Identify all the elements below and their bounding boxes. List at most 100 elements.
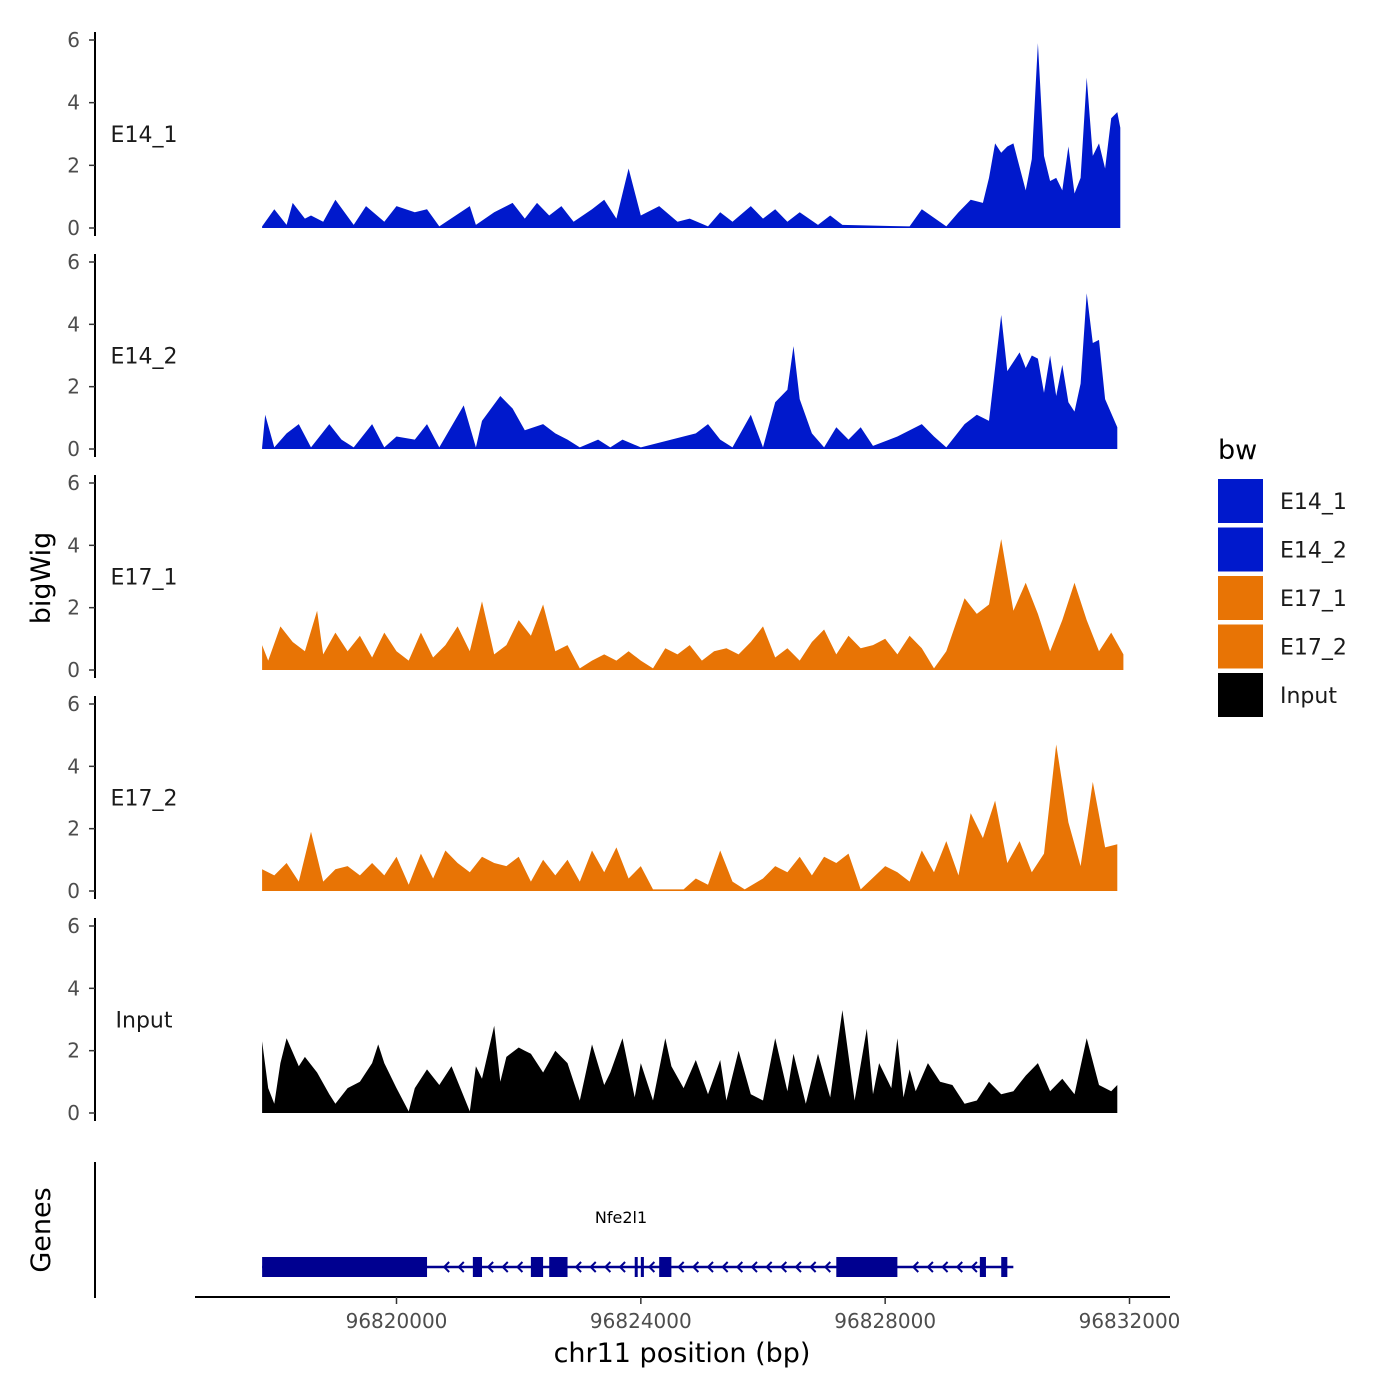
x-axis: chr11 position (bp) 96820000 96824000 9682…	[195, 1296, 1181, 1369]
legend-label: E17_1	[1280, 587, 1347, 612]
gene-exon	[530, 1257, 544, 1277]
strand-arrow	[457, 1261, 465, 1273]
gene-track-title: Genes	[26, 1187, 57, 1272]
strand-arrow	[501, 1261, 509, 1273]
strand-arrow	[618, 1261, 626, 1273]
signal-area-e14-2	[262, 293, 1118, 449]
signal-area-input	[262, 1010, 1118, 1113]
legend-swatch	[1218, 576, 1263, 620]
y-tick-label: 0	[67, 658, 80, 682]
strand-arrow	[779, 1261, 788, 1273]
gene-exon	[472, 1257, 483, 1277]
signal-area-e17-1	[262, 539, 1124, 670]
y-tick-label: 6	[67, 914, 80, 938]
gene-model	[262, 1257, 1014, 1277]
track-label: E17_1	[111, 566, 178, 591]
strand-arrow	[721, 1261, 729, 1273]
track-e14-2: 0 2 4 6 E14_2	[67, 250, 1118, 461]
track-label: E17_2	[111, 787, 178, 812]
strand-arrow	[574, 1261, 582, 1273]
strand-arrow	[647, 1261, 656, 1273]
gene-exon	[634, 1257, 638, 1277]
legend-label: E14_2	[1280, 539, 1347, 564]
strand-arrow	[955, 1261, 963, 1273]
y-tick-label: 2	[67, 596, 80, 620]
strand-arrow	[911, 1261, 919, 1273]
y-tick-label: 2	[67, 1039, 80, 1063]
strand-arrow	[442, 1261, 450, 1273]
legend-item-e17-1: E17_1	[1218, 576, 1347, 620]
signal-area-e17-2	[262, 744, 1118, 891]
y-tick-label: 4	[67, 976, 80, 1000]
y-tick-label: 6	[67, 28, 80, 52]
track-label: Input	[116, 1009, 173, 1034]
y-tick-label: 0	[67, 879, 80, 903]
gene-exon	[640, 1257, 644, 1277]
track-e14-1: 0 2 4 6 E14_1	[67, 28, 1121, 240]
gene-name-label: Nfe2l1	[595, 1208, 647, 1227]
y-tick-label: 6	[67, 250, 80, 274]
track-input: 0 2 4 6 Input	[67, 914, 1118, 1125]
y-tick-label: 4	[67, 754, 80, 778]
x-tick-label: 96828000	[834, 1309, 936, 1333]
strand-arrow	[970, 1261, 978, 1273]
x-tick-label: 96832000	[1079, 1309, 1181, 1333]
strand-arrow	[691, 1261, 700, 1273]
gene-exon	[659, 1257, 672, 1277]
strand-arrow	[809, 1261, 817, 1273]
y-tick-label: 4	[67, 533, 80, 557]
track-label: E14_1	[111, 123, 178, 148]
gene-exon	[836, 1257, 898, 1277]
legend-label: E14_1	[1280, 490, 1347, 515]
strand-arrow	[603, 1261, 612, 1273]
legend-label: E17_2	[1280, 636, 1347, 661]
strand-arrow	[823, 1261, 832, 1273]
y-tick-label: 0	[67, 437, 80, 461]
legend-item-input: Input	[1218, 673, 1337, 717]
y-tick-label: 2	[67, 817, 80, 841]
gene-exon	[979, 1257, 986, 1277]
legend-swatch	[1218, 527, 1263, 572]
y-tick-label: 6	[67, 471, 80, 495]
legend-item-e17-2: E17_2	[1218, 624, 1347, 669]
strand-arrow	[677, 1261, 685, 1273]
legend-title: bw	[1218, 435, 1257, 466]
y-tick-label: 0	[67, 1101, 80, 1125]
strand-arrow	[589, 1261, 597, 1273]
strand-arrow	[516, 1261, 524, 1273]
strand-arrow	[926, 1261, 934, 1273]
legend: bw E14_1 E14_2 E17_1 E17_2 Input	[1218, 435, 1347, 717]
signal-area-e14-1	[262, 43, 1121, 228]
legend-swatch	[1218, 673, 1263, 717]
signal-tracks: 0 2 4 6 E14_1 0 2 4 6 E14_2 0 2 4 6 E17_1 0 2 4 6 E17_2 0 2 4 6…	[67, 28, 1124, 1125]
gene-exon	[262, 1257, 428, 1277]
legend-swatch	[1218, 479, 1263, 523]
gene-exon	[1001, 1257, 1008, 1277]
y-tick-label: 2	[67, 375, 80, 399]
gene-track: Genes Nfe2l1	[26, 1162, 1014, 1298]
legend-item-e14-2: E14_2	[1218, 527, 1347, 572]
x-tick-label: 96820000	[346, 1309, 448, 1333]
strand-arrow	[765, 1261, 773, 1273]
gene-exon	[549, 1257, 568, 1277]
x-axis-title: chr11 position (bp)	[554, 1338, 811, 1369]
x-tick-label: 96824000	[590, 1309, 692, 1333]
track-e17-1: 0 2 4 6 E17_1	[67, 471, 1124, 682]
strand-arrow	[750, 1261, 758, 1273]
y-tick-label: 2	[67, 153, 80, 177]
y-tick-label: 6	[67, 692, 80, 716]
track-e17-2: 0 2 4 6 E17_2	[67, 692, 1118, 903]
legend-swatch	[1218, 624, 1263, 669]
strand-arrow	[486, 1261, 494, 1273]
y-axis-title: bigWig	[26, 532, 57, 625]
strand-arrow	[706, 1261, 714, 1273]
track-label: E14_2	[111, 345, 178, 370]
strand-arrow	[941, 1261, 949, 1273]
legend-label: Input	[1280, 684, 1337, 709]
strand-arrow	[794, 1261, 802, 1273]
y-tick-label: 4	[67, 91, 80, 115]
y-tick-label: 0	[67, 216, 80, 240]
legend-item-e14-1: E14_1	[1218, 479, 1347, 523]
y-tick-label: 4	[67, 312, 80, 336]
